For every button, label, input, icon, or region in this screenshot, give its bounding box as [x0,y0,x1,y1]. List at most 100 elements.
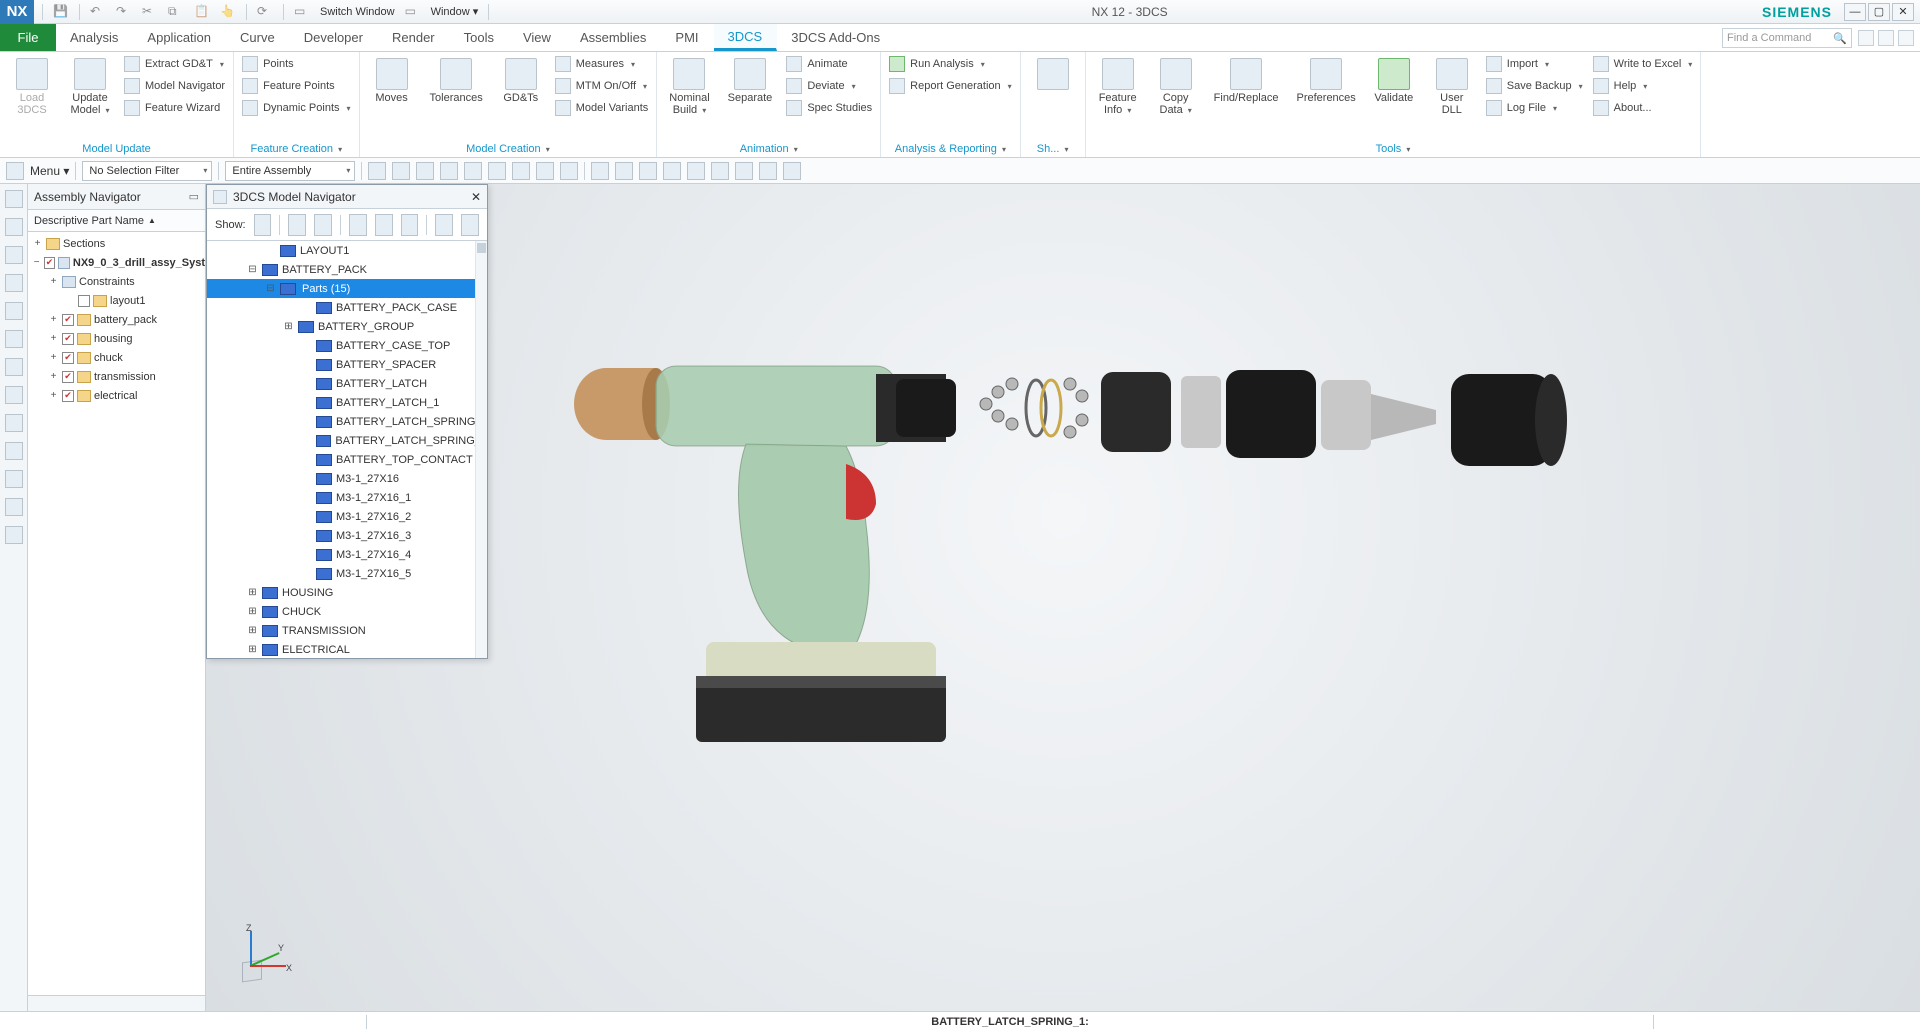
modelnav-row[interactable]: ⊞ELECTRICAL [207,640,487,658]
tolerances-button[interactable]: Tolerances [426,56,487,106]
mtool2-icon[interactable] [288,214,306,236]
model-variants-button[interactable]: Model Variants [555,100,649,116]
gd-ts-button[interactable]: GD&Ts [497,56,545,106]
modelnav-row[interactable]: ⊞CHUCK [207,602,487,621]
mtool5-icon[interactable] [375,214,393,236]
tb8-icon[interactable] [536,162,554,180]
tb6-icon[interactable] [488,162,506,180]
tb17-icon[interactable] [759,162,777,180]
tb14-icon[interactable] [687,162,705,180]
tab-assemblies[interactable]: Assemblies [566,24,661,51]
tree-row[interactable]: +✔electrical [28,386,205,405]
window2-icon[interactable]: ▭ [405,4,421,20]
mtool1-icon[interactable] [254,214,272,236]
restore-button[interactable]: ▢ [1868,3,1890,21]
rail-12-icon[interactable] [5,526,23,544]
tab-3dcs[interactable]: 3DCS [714,24,778,51]
switch-window-button[interactable]: Switch Window [320,6,395,18]
find-command-input[interactable]: Find a Command🔍 [1722,28,1852,48]
minimize-button[interactable]: — [1844,3,1866,21]
tb18-icon[interactable] [783,162,801,180]
tree-row[interactable]: +✔housing [28,329,205,348]
tab-3dcs-add-ons[interactable]: 3DCS Add-Ons [777,24,895,51]
feature-wizard-button[interactable]: Feature Wizard [124,100,225,116]
modelnav-row[interactable]: M3-1_27X16_2 [207,507,487,526]
help-button[interactable]: Help▾ [1593,78,1693,94]
rail-6-icon[interactable] [5,358,23,376]
write-to-excel-button[interactable]: Write to Excel▾ [1593,56,1693,72]
modelnav-row[interactable]: BATTERY_LATCH_SPRING [207,412,487,431]
tab-application[interactable]: Application [133,24,226,51]
hscrollbar[interactable] [28,995,205,1011]
rail-11-icon[interactable] [5,498,23,516]
tb3-icon[interactable] [416,162,434,180]
modelnav-row[interactable]: M3-1_27X16_3 [207,526,487,545]
mtool8-icon[interactable] [461,214,479,236]
file-tab[interactable]: File [0,24,56,51]
tree-row[interactable]: +✔transmission [28,367,205,386]
tb16-icon[interactable] [735,162,753,180]
tb13-icon[interactable] [663,162,681,180]
modelnav-row[interactable]: BATTERY_CASE_TOP [207,336,487,355]
tb9-icon[interactable] [560,162,578,180]
import-button[interactable]: Import▾ [1486,56,1583,72]
tab-pmi[interactable]: PMI [661,24,713,51]
validate-button[interactable]: Validate [1370,56,1418,106]
rail-1-icon[interactable] [5,218,23,236]
feature-points-button[interactable]: Feature Points [242,78,350,94]
redo-icon[interactable]: ↷ [116,4,132,20]
modelnav-row[interactable]: ⊟Parts (15) [207,279,487,298]
mtool7-icon[interactable] [435,214,453,236]
help-icon[interactable] [1898,30,1914,46]
modelnav-row[interactable]: M3-1_27X16_1 [207,488,487,507]
moves-button[interactable]: Moves [368,56,416,106]
mtool4-icon[interactable] [349,214,367,236]
deviate-button[interactable]: Deviate▾ [786,78,872,94]
dynamic-points-button[interactable]: Dynamic Points▾ [242,100,350,116]
tb12-icon[interactable] [639,162,657,180]
save-icon[interactable]: 💾 [53,4,69,20]
tab-render[interactable]: Render [378,24,450,51]
tab-tools[interactable]: Tools [450,24,509,51]
tab-developer[interactable]: Developer [290,24,378,51]
tree-row[interactable]: +✔battery_pack [28,310,205,329]
scope-dropdown[interactable]: Entire Assembly [225,161,355,181]
cut-icon[interactable]: ✂ [142,4,158,20]
separate-button[interactable]: Separate [724,56,777,106]
window-icon[interactable]: ▭ [294,4,310,20]
tree-row[interactable]: +✔chuck [28,348,205,367]
modelnav-row[interactable]: M3-1_27X16_4 [207,545,487,564]
copy-icon[interactable]: ⧉ [168,4,184,20]
rail-nav-icon[interactable] [5,190,23,208]
selection-filter-dropdown[interactable]: No Selection Filter [82,161,212,181]
touch-icon[interactable]: 👆 [220,4,236,20]
modelnav-row[interactable]: ⊞BATTERY_GROUP [207,317,487,336]
modelnav-scrollbar[interactable] [475,241,487,658]
rail-10-icon[interactable] [5,470,23,488]
modelnav-row[interactable]: M3-1_27X16 [207,469,487,488]
tb2-icon[interactable] [392,162,410,180]
mtool6-icon[interactable] [401,214,419,236]
modelnav-row[interactable]: ⊟BATTERY_PACK [207,260,487,279]
modelnav-row[interactable]: BATTERY_LATCH_SPRING_1 [207,431,487,450]
view-triad[interactable]: Z X Y [230,927,290,987]
animate-button[interactable]: Animate [786,56,872,72]
column-header[interactable]: Descriptive Part Name▲ [28,210,205,232]
tab-view[interactable]: View [509,24,566,51]
update-model-button[interactable]: UpdateModel ▾ [66,56,114,118]
tb10-icon[interactable] [591,162,609,180]
layout-icon[interactable] [1858,30,1874,46]
menu-dropdown[interactable]: Menu ▾ [30,164,69,178]
save-backup-button[interactable]: Save Backup▾ [1486,78,1583,94]
tree-row[interactable]: −✔NX9_0_3_drill_assy_Syst [28,253,205,272]
extract-gd-t-button[interactable]: Extract GD&T▾ [124,56,225,72]
undo-icon[interactable]: ↶ [90,4,106,20]
user-dll-button[interactable]: UserDLL [1428,56,1476,118]
tb15-icon[interactable] [711,162,729,180]
rail-2-icon[interactable] [5,246,23,264]
mtm-on-off-button[interactable]: MTM On/Off▾ [555,78,649,94]
modelnav-row[interactable]: BATTERY_LATCH [207,374,487,393]
filter-icon[interactable] [6,162,24,180]
mtool3-icon[interactable] [314,214,332,236]
log-file-button[interactable]: Log File▾ [1486,100,1583,116]
